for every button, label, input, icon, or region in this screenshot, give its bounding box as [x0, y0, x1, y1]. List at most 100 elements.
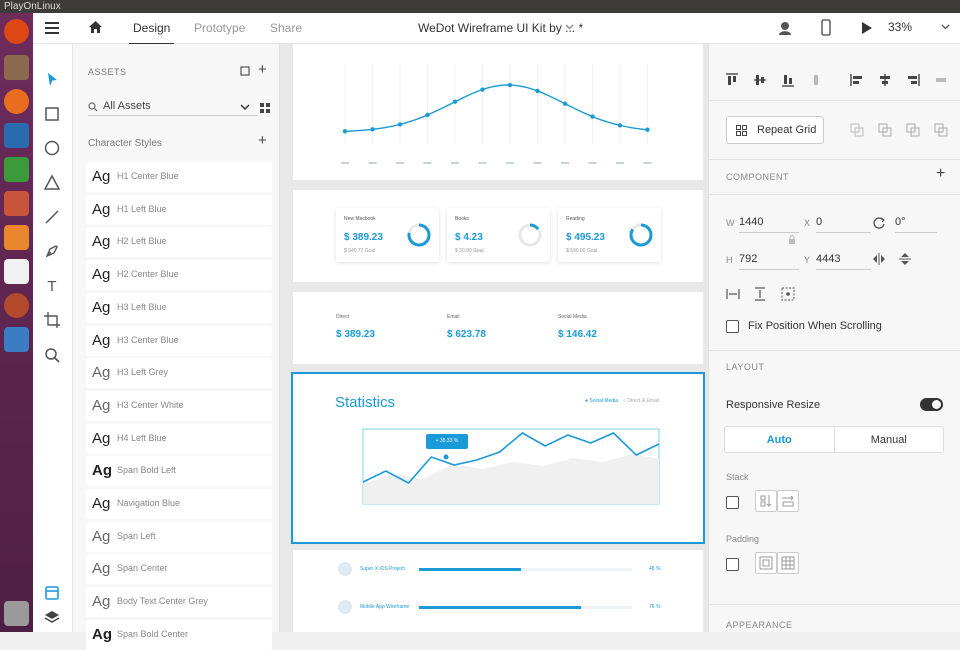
stack-horizontal-button[interactable] [777, 490, 799, 512]
line-tool-icon[interactable] [41, 206, 63, 228]
export-assets-icon[interactable] [240, 66, 250, 76]
user-share-icon[interactable] [778, 20, 794, 36]
character-style-item[interactable]: Ag Span Left [86, 521, 272, 552]
layers-panel-icon[interactable] [41, 606, 63, 628]
manual-option[interactable]: Manual [870, 433, 907, 446]
document-title[interactable]: WeDot Wireframe UI Kit by ... * [418, 21, 584, 35]
ubuntu-icon[interactable] [4, 19, 29, 44]
pin-center-icon[interactable] [781, 287, 795, 301]
character-style-item[interactable]: Ag H1 Left Blue [86, 194, 272, 225]
fix-position-checkbox[interactable] [726, 320, 739, 333]
tab-design[interactable]: Design [128, 21, 175, 45]
hamburger-menu-icon[interactable] [45, 22, 59, 34]
character-style-item[interactable]: Ag H4 Left Blue [86, 423, 272, 454]
zoom-chevron-icon[interactable] [941, 24, 950, 30]
tab-prototype[interactable]: Prototype [194, 21, 246, 35]
padding-checkbox[interactable] [726, 558, 739, 571]
distribute-horizontal-icon[interactable] [934, 73, 948, 87]
trash-icon[interactable] [4, 601, 29, 626]
align-center-icon[interactable] [878, 73, 892, 87]
add-character-style-icon[interactable]: + [258, 132, 267, 149]
playonlinux-icon[interactable] [4, 327, 29, 352]
stack-vertical-button[interactable] [755, 490, 777, 512]
repeat-grid-button[interactable]: Repeat Grid [726, 116, 824, 144]
text-tool-icon[interactable]: T [47, 277, 57, 295]
artboard-totals[interactable]: Direct $ 389.23 Email $ 623.78 Social Media $… [293, 292, 703, 364]
pen-tool-icon[interactable] [41, 240, 63, 262]
character-style-item[interactable]: Ag Span Center [86, 554, 272, 585]
padding-individual-button[interactable] [777, 552, 799, 574]
device-preview-icon[interactable] [821, 19, 831, 36]
flip-vertical-icon[interactable] [899, 252, 911, 266]
fixed-width-icon[interactable] [726, 288, 740, 300]
align-bottom-icon[interactable] [781, 73, 795, 87]
align-right-icon[interactable] [906, 73, 920, 87]
auto-option[interactable]: Auto [725, 427, 835, 452]
width-field[interactable]: 1440 [739, 216, 764, 228]
artboard-statistics[interactable]: Statistics ● Social Media ○ Direct & Ema… [291, 372, 705, 544]
play-icon[interactable] [861, 21, 873, 35]
character-style-item[interactable]: Ag H3 Left Blue [86, 292, 272, 323]
grid-view-icon[interactable] [260, 103, 270, 113]
tab-share[interactable]: Share [270, 21, 303, 35]
boolean-exclude-icon[interactable] [934, 123, 948, 137]
stack-checkbox[interactable] [726, 496, 739, 509]
artboard-tool-icon[interactable] [41, 309, 63, 331]
align-middle-icon[interactable] [753, 73, 767, 87]
chevron-down-icon[interactable] [565, 24, 574, 30]
distribute-vertical-icon[interactable] [809, 73, 823, 87]
amazon-icon[interactable] [4, 259, 29, 284]
polygon-tool-icon[interactable] [41, 172, 63, 194]
character-style-item[interactable]: Ag H3 Left Grey [86, 358, 272, 389]
fixed-height-icon[interactable] [754, 287, 766, 301]
flip-horizontal-icon[interactable] [872, 253, 886, 265]
rotation-field[interactable]: 0° [895, 216, 906, 228]
artboard-curve[interactable] [293, 44, 703, 180]
y-field[interactable]: 4443 [816, 253, 841, 265]
filter-chevron-icon[interactable] [240, 104, 250, 111]
rectangle-tool-icon[interactable] [41, 103, 63, 125]
goal-progress-ring [629, 223, 653, 247]
zoom-level[interactable]: 33% [888, 20, 913, 34]
canvas[interactable]: New Macbook $ 389.23 $ 940.77 Goal Books $ 4… [280, 44, 708, 632]
files-icon[interactable] [4, 55, 29, 80]
boolean-add-icon[interactable] [850, 123, 864, 137]
assets-filter-select[interactable]: All Assets [88, 96, 258, 116]
align-left-icon[interactable] [850, 73, 864, 87]
x-field[interactable]: 0 [816, 216, 823, 228]
character-style-item[interactable]: Ag H3 Center White [86, 390, 272, 421]
home-icon[interactable] [88, 20, 103, 34]
boolean-subtract-icon[interactable] [878, 123, 892, 137]
project-row: Super X iOS Project 48 % [338, 562, 668, 578]
artboard-goals[interactable]: New Macbook $ 389.23 $ 940.77 Goal Books $ 4… [293, 190, 703, 282]
boolean-intersect-icon[interactable] [906, 123, 920, 137]
add-asset-icon[interactable]: + [258, 61, 267, 78]
project-bar [419, 568, 522, 571]
zoom-tool-icon[interactable] [41, 344, 63, 366]
character-style-item[interactable]: Ag Navigation Blue [86, 489, 272, 519]
character-style-item[interactable]: Ag H3 Center Blue [86, 325, 272, 356]
padding-uniform-button[interactable] [755, 552, 777, 574]
impress-icon[interactable] [4, 191, 29, 216]
character-style-item[interactable]: Ag Span Bold Center [86, 619, 272, 650]
artboard-projects[interactable]: Super X iOS Project 48 % Mobile App Wirefr… [293, 550, 703, 632]
lock-aspect-icon[interactable] [788, 235, 796, 245]
character-style-item[interactable]: Ag Body Text Center Grey [86, 587, 272, 618]
firefox-icon[interactable] [4, 89, 29, 114]
select-tool-icon[interactable] [41, 69, 63, 91]
ellipse-tool-icon[interactable] [41, 137, 63, 159]
height-field[interactable]: 792 [739, 253, 758, 265]
character-style-item[interactable]: Ag H2 Left Blue [86, 227, 272, 258]
assets-panel-icon[interactable] [41, 582, 63, 604]
align-top-icon[interactable] [725, 73, 739, 87]
writer-icon[interactable] [4, 123, 29, 148]
character-style-item[interactable]: Ag H1 Center Blue [86, 162, 272, 192]
responsive-resize-toggle[interactable] [920, 398, 943, 411]
character-style-item[interactable]: Ag H2 Center Blue [86, 260, 272, 291]
character-style-item[interactable]: Ag Span Bold Left [86, 456, 272, 487]
calc-icon[interactable] [4, 157, 29, 182]
inspector-divider [709, 100, 960, 101]
software-center-icon[interactable] [4, 225, 29, 250]
add-component-icon[interactable]: + [936, 165, 946, 182]
settings-icon[interactable] [4, 293, 29, 318]
